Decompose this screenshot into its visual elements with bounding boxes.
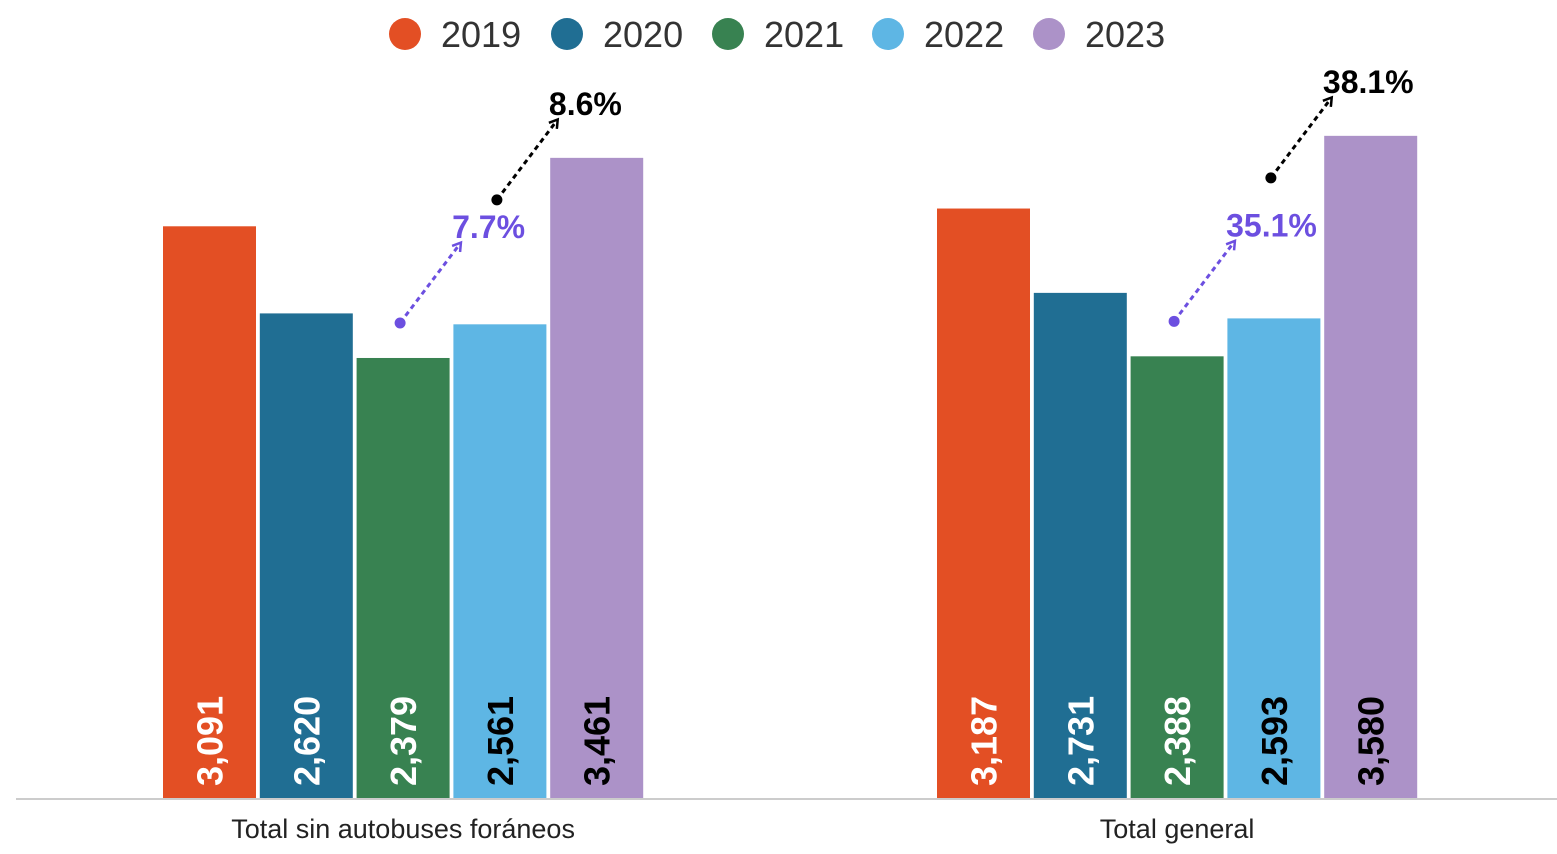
bar-value-label-2020-1: 2,731 xyxy=(1060,696,1101,786)
annotation-label-2: 35.1% xyxy=(1226,207,1317,243)
legend-marker-2023 xyxy=(1033,18,1065,50)
annotation-label-3: 38.1% xyxy=(1323,64,1414,100)
category-label-1: Total general xyxy=(1100,814,1255,844)
annotation-arrow-0 xyxy=(398,245,459,324)
bar-value-label-2020-0: 2,620 xyxy=(286,696,327,786)
bars xyxy=(163,135,1418,799)
annotations: 7.7% 8.6% 35.1% 38.1% xyxy=(394,64,1414,329)
bar-2021-0 xyxy=(356,357,450,798)
legend-marker-2022 xyxy=(872,18,904,50)
bar-2023-1 xyxy=(1324,135,1418,798)
annotation-arrow-2 xyxy=(1172,243,1233,323)
bar-labels: 3,091 3,187 2,620 2,731 2,379 2,388 2,561 2,593… xyxy=(190,696,1392,786)
legend-marker-2019 xyxy=(389,18,421,50)
annotation-arrow-3 xyxy=(1269,100,1330,179)
legend: 2019 2020 2021 2022 2023 xyxy=(389,14,1165,55)
legend-label-2021: 2021 xyxy=(764,14,844,55)
bar-2020-0 xyxy=(259,313,353,798)
annotation-label-0: 7.7% xyxy=(452,209,525,245)
bar-2022-0 xyxy=(453,324,547,798)
bar-2021-1 xyxy=(1130,356,1224,798)
bar-value-label-2021-0: 2,379 xyxy=(383,696,424,786)
legend-label-2023: 2023 xyxy=(1085,14,1165,55)
bar-value-label-2022-0: 2,561 xyxy=(480,696,521,786)
bar-value-label-2023-0: 3,461 xyxy=(577,696,618,786)
bar-2022-1 xyxy=(1227,318,1321,798)
bar-value-label-2023-1: 3,580 xyxy=(1351,696,1392,786)
legend-marker-2021 xyxy=(712,18,744,50)
legend-marker-2020 xyxy=(551,18,583,50)
bar-2023-0 xyxy=(550,157,644,798)
bar-value-label-2021-1: 2,388 xyxy=(1157,696,1198,786)
legend-label-2022: 2022 xyxy=(924,14,1004,55)
bar-value-label-2022-1: 2,593 xyxy=(1254,696,1295,786)
bar-2020-1 xyxy=(1033,292,1127,798)
bar-2019-0 xyxy=(163,226,256,798)
category-label-0: Total sin autobuses foráneos xyxy=(231,814,575,844)
bar-2019-1 xyxy=(937,208,1030,799)
category-labels: Total sin autobuses foráneos Total genera… xyxy=(231,814,1254,844)
legend-label-2020: 2020 xyxy=(603,14,683,55)
legend-label-2019: 2019 xyxy=(441,14,521,55)
bar-value-label-2019-1: 3,187 xyxy=(964,696,1005,786)
bar-value-label-2019-0: 3,091 xyxy=(190,696,231,786)
annotation-label-1: 8.6% xyxy=(549,86,622,122)
annotation-arrow-1 xyxy=(495,122,556,201)
